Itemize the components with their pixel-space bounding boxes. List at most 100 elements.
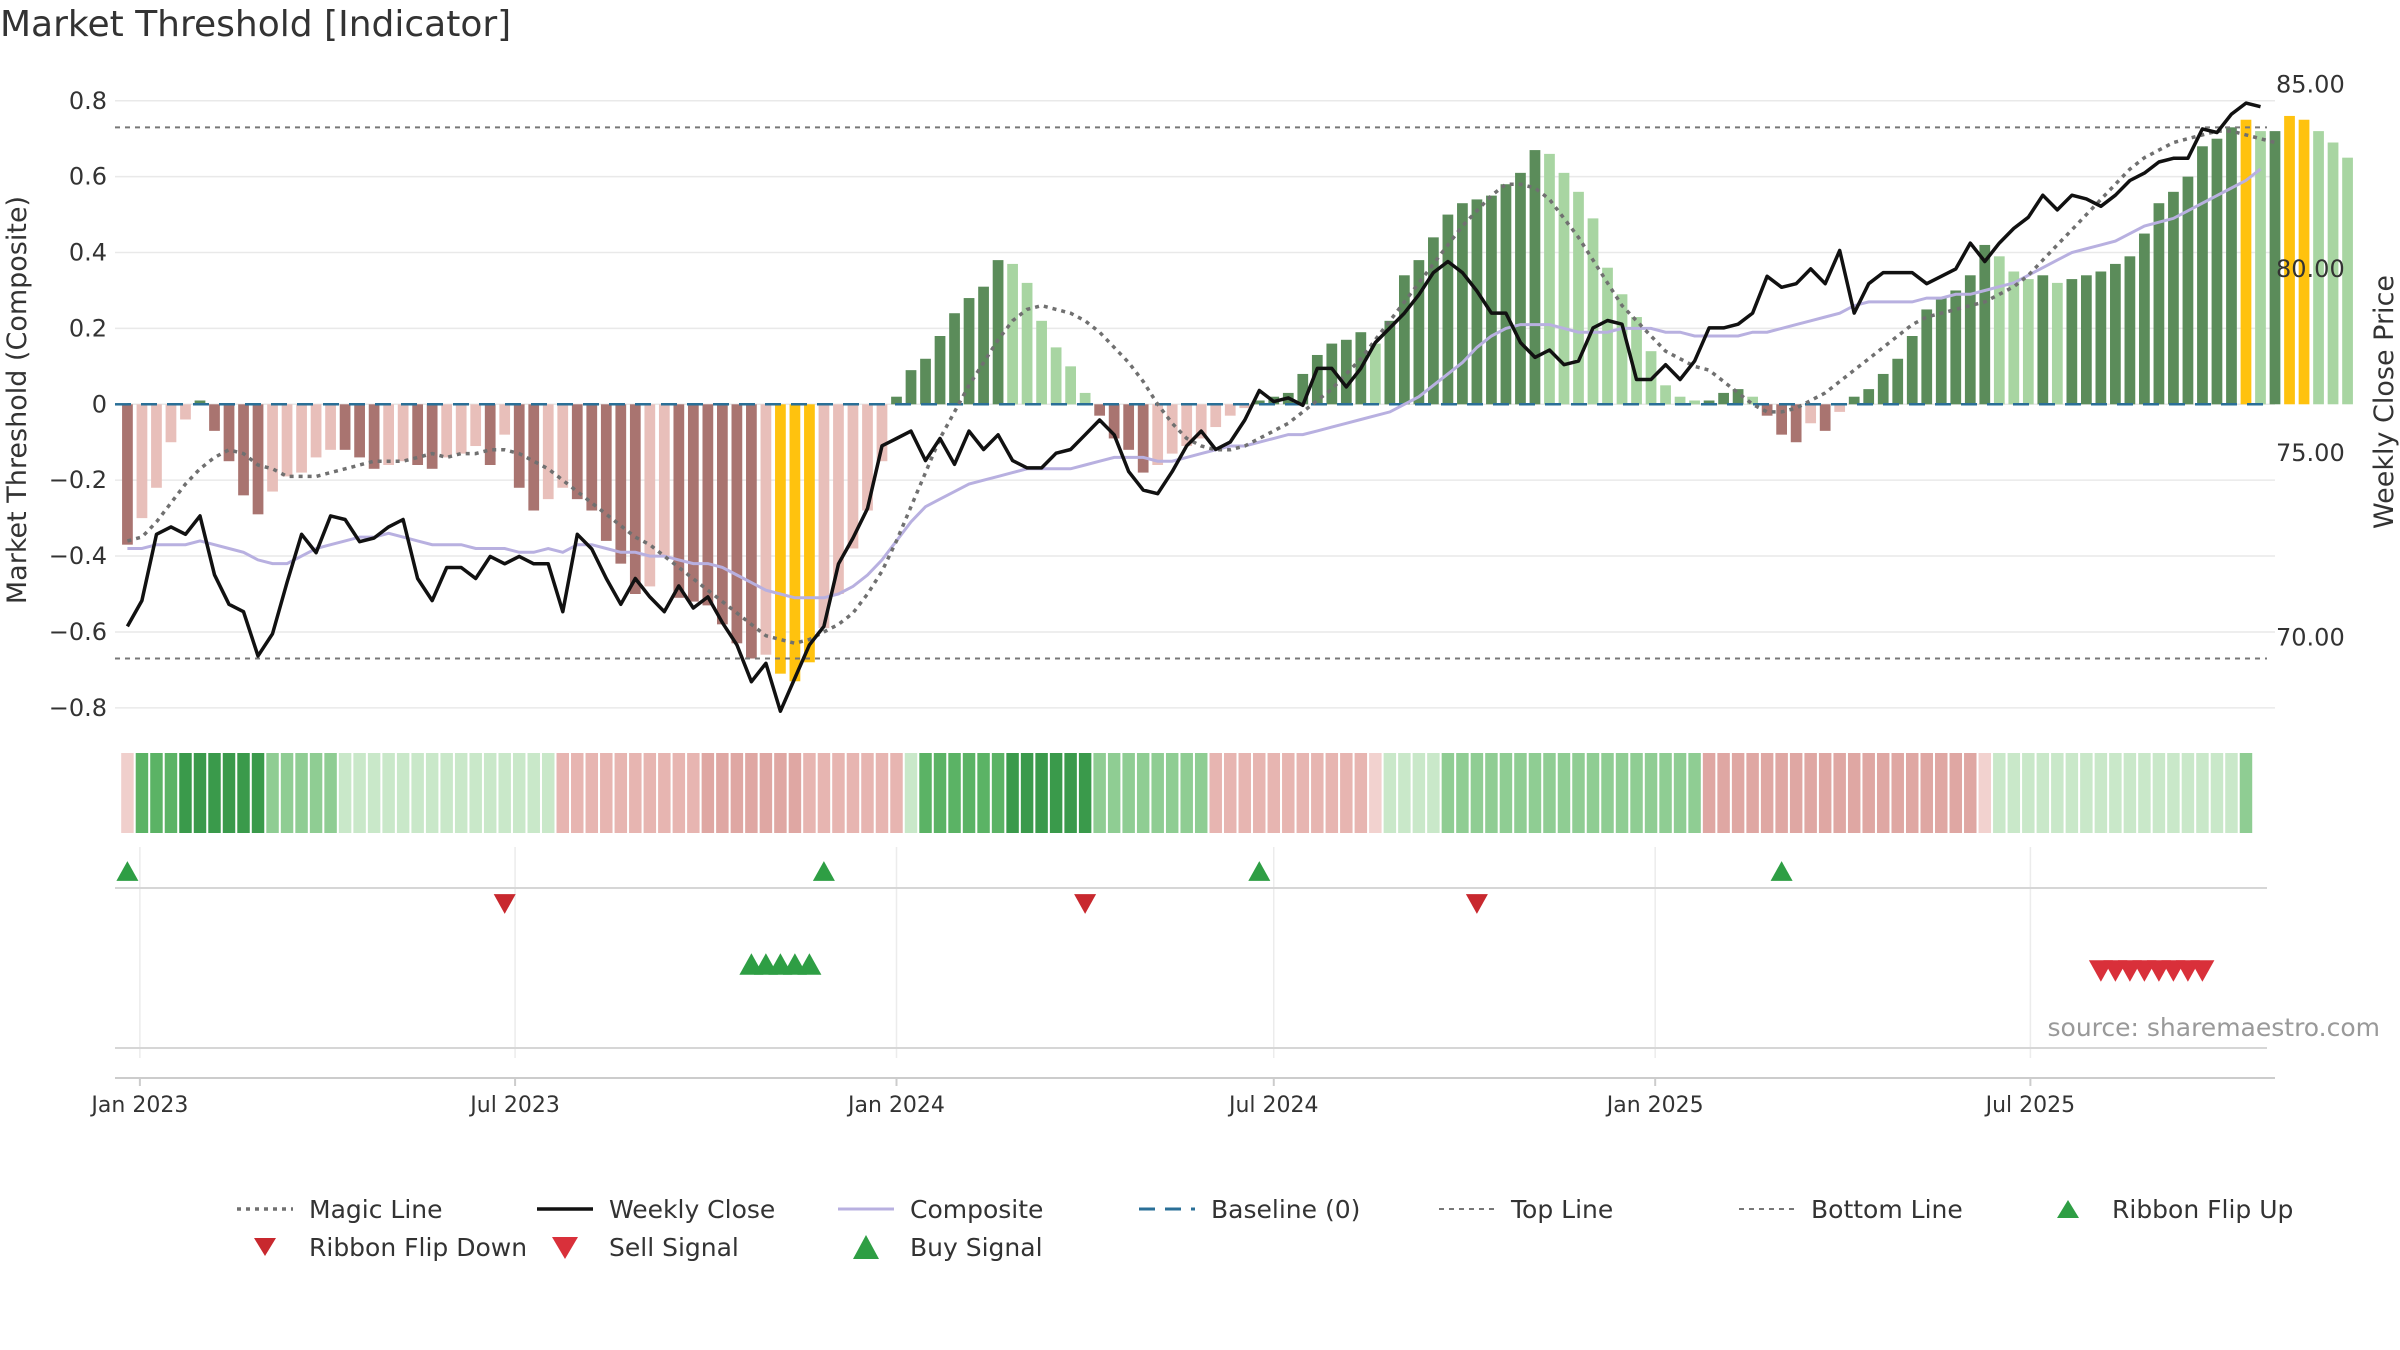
ribbon-cell xyxy=(2123,753,2137,833)
ribbon-cell xyxy=(1876,753,1890,833)
ribbon-cell xyxy=(1470,753,1484,833)
ribbon-cell xyxy=(367,753,381,833)
ribbon-cell xyxy=(2036,753,2050,833)
ribbon-cell xyxy=(1253,753,1266,833)
ribbon-cell xyxy=(846,753,860,833)
threshold-bar xyxy=(586,404,598,511)
threshold-bar xyxy=(687,404,699,602)
ribbon-cell xyxy=(672,753,686,833)
threshold-bar xyxy=(1979,244,1991,405)
ribbon-cell xyxy=(643,753,657,833)
ribbon-cell xyxy=(1093,753,1106,833)
legend-label: Weekly Close xyxy=(609,1194,776,1224)
ribbon-cell xyxy=(890,753,903,833)
threshold-bar xyxy=(1602,267,1613,405)
threshold-bar xyxy=(339,404,351,450)
x-tick-label: Jul 2024 xyxy=(1227,1093,1319,1118)
threshold-bar xyxy=(1108,404,1120,439)
ribbon-cell xyxy=(629,753,642,833)
ribbon-cell xyxy=(1238,753,1251,833)
ribbon-cell xyxy=(1194,753,1208,833)
ribbon-strip xyxy=(121,753,2253,833)
y-tick-label: −0.4 xyxy=(49,542,107,570)
ribbon-cell xyxy=(208,753,221,833)
ribbon-cell xyxy=(1862,753,1875,833)
threshold-bar xyxy=(1311,354,1323,405)
threshold-bar xyxy=(905,370,917,405)
legend-item-bottom: Bottom Line xyxy=(1737,1194,1963,1224)
threshold-bar xyxy=(2327,142,2339,405)
x-tick-label: Jul 2025 xyxy=(1984,1093,2076,1118)
ribbon-cell xyxy=(701,753,715,833)
ribbon-cell xyxy=(1905,753,1919,833)
ribbon-cell xyxy=(483,753,497,833)
dashed-line-swatch xyxy=(1739,1208,1795,1210)
ribbon-cell xyxy=(614,753,628,833)
ribbon-cell xyxy=(295,753,308,833)
ribbon-cell xyxy=(1296,753,1310,833)
ribbon-flip-down-icon xyxy=(1074,894,1097,914)
solid-line-swatch xyxy=(838,1207,894,1211)
ribbon-cell xyxy=(2138,753,2151,833)
dashed-line-swatch xyxy=(1139,1207,1195,1211)
threshold-bar xyxy=(2269,131,2281,405)
ribbon-cell xyxy=(150,753,163,833)
threshold-bar xyxy=(441,404,453,458)
y2-tick-label: 80.00 xyxy=(2276,255,2345,283)
threshold-bar xyxy=(136,404,148,519)
ribbon-cell xyxy=(1557,753,1571,833)
ribbon-cell xyxy=(745,753,758,833)
weekly-close-line xyxy=(125,101,2261,713)
ribbon-cell xyxy=(527,753,540,833)
threshold-bar xyxy=(775,404,786,674)
y-axis-title: Market Threshold (Composite) xyxy=(2,196,33,604)
ribbon-cell xyxy=(1615,753,1629,833)
ribbon-cell xyxy=(1993,753,2006,833)
threshold-bar xyxy=(238,404,249,496)
threshold-bar xyxy=(1195,404,1207,439)
legend-label: Baseline (0) xyxy=(1211,1194,1361,1224)
ribbon-cell xyxy=(1702,753,1716,833)
threshold-bar xyxy=(1964,275,1976,405)
ribbon-cell xyxy=(933,753,947,833)
ribbon-cell xyxy=(309,753,323,833)
signal-markers xyxy=(116,861,2215,982)
threshold-bar xyxy=(702,404,714,606)
x-tick-label: Jan 2023 xyxy=(89,1093,188,1118)
ribbon-cell xyxy=(179,753,192,833)
threshold-bar xyxy=(1674,396,1686,405)
threshold-bar xyxy=(1921,309,1933,405)
ribbon-flip-up-icon xyxy=(1770,861,1793,881)
threshold-bar xyxy=(1805,404,1817,424)
threshold-bar xyxy=(1877,373,1889,405)
ribbon-cell xyxy=(1804,753,1817,833)
ribbon-cell xyxy=(2065,753,2079,833)
ribbon-cell xyxy=(977,753,990,833)
threshold-bar xyxy=(354,404,365,458)
threshold-bar xyxy=(1471,199,1483,405)
threshold-bar xyxy=(760,404,772,655)
threshold-bar xyxy=(1747,396,1758,405)
threshold-bar xyxy=(2022,279,2034,405)
threshold-bar xyxy=(1065,366,1076,405)
ribbon-cell xyxy=(1891,753,1904,833)
ribbon-cell xyxy=(338,753,352,833)
ribbon-cell xyxy=(1209,753,1222,833)
legend-item-close: Weekly Close xyxy=(535,1194,775,1224)
axes: 0.8 0.6 0.4 0.2 0 −0.2 −0.4 −0.6 −0.8 85.00 80.00 7… xyxy=(2,71,2400,1118)
ribbon-cell xyxy=(687,753,700,833)
threshold-bar xyxy=(368,404,380,469)
threshold-bar xyxy=(1398,275,1410,405)
legend-item-flip-up: Ribbon Flip Up xyxy=(2038,1194,2293,1224)
ribbon-cell xyxy=(1398,753,1411,833)
threshold-bar xyxy=(1021,282,1033,405)
ribbon-cell xyxy=(1064,753,1077,833)
threshold-bar xyxy=(1050,347,1062,405)
threshold-bar xyxy=(1703,400,1715,405)
ribbon-cell xyxy=(1659,753,1672,833)
threshold-bar xyxy=(1094,404,1106,416)
ribbon-cell xyxy=(658,753,671,833)
legend-label: Sell Signal xyxy=(609,1232,739,1262)
ribbon-cell xyxy=(2022,753,2035,833)
ribbon-cell xyxy=(1920,753,1933,833)
